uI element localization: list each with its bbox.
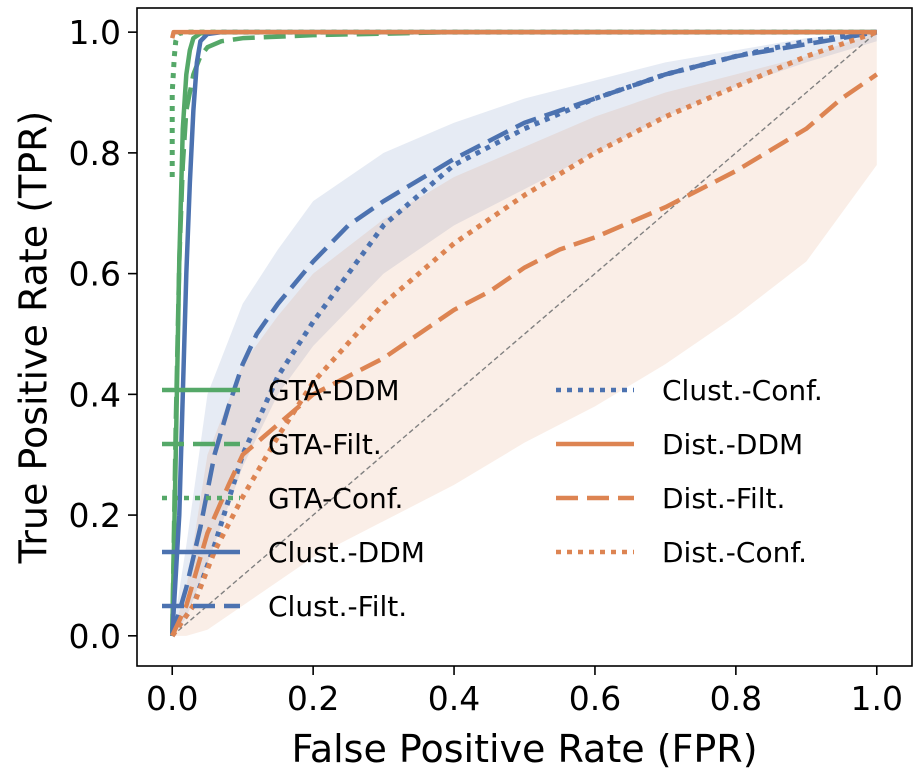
legend-label-clust-ddm: Clust.-DDM	[268, 536, 425, 569]
plot-area	[169, 29, 879, 638]
legend-label-clust-filt: Clust.-Filt.	[268, 590, 407, 623]
series-dist-filt	[170, 72, 879, 637]
band-clust-filt-band	[172, 32, 877, 636]
x-axis-ticks: 0.0 0.2 0.4 0.6 0.8 1.0	[146, 666, 903, 718]
legend-label-dist-ddm: Dist.-DDM	[662, 428, 803, 461]
x-tick-label: 0.0	[146, 679, 198, 718]
chance-diagonal	[171, 31, 878, 637]
x-tick-label: 0.6	[569, 679, 621, 718]
y-tick-label: 0.4	[69, 375, 121, 414]
series-gta-filt	[169, 29, 877, 636]
legend-label-clust-conf: Clust.-Conf.	[662, 374, 823, 407]
x-tick-label: 0.8	[710, 679, 762, 718]
y-tick-label: 0.8	[69, 134, 121, 173]
y-axis-ticks: 0.0 0.2 0.4 0.6 0.8 1.0	[69, 13, 137, 656]
y-tick-label: 0.2	[69, 496, 121, 535]
series-dist-conf	[170, 29, 878, 638]
series-clust-conf	[170, 29, 878, 638]
x-axis-label: False Positive Rate (FPR)	[291, 727, 757, 771]
y-tick-label: 0.6	[69, 255, 121, 294]
roc-curves	[169, 29, 879, 638]
confidence-bands	[172, 32, 877, 636]
x-tick-label: 0.4	[428, 679, 480, 718]
series-clust-filt	[170, 29, 878, 637]
legend: GTA-DDM GTA-Filt. GTA-Conf. Clust.-DDM Clust…	[162, 374, 823, 623]
series-dist-ddm	[170, 29, 877, 39]
x-tick-label: 1.0	[851, 679, 903, 718]
legend-label-dist-filt: Dist.-Filt.	[662, 482, 785, 515]
legend-label-gta-ddm: GTA-DDM	[268, 374, 400, 407]
legend-label-gta-conf: GTA-Conf.	[268, 482, 403, 515]
axes-frame	[136, 7, 913, 667]
y-axis-label: True Positive Rate (TPR)	[12, 111, 56, 565]
legend-label-dist-conf: Dist.-Conf.	[662, 536, 807, 569]
y-tick-label: 1.0	[69, 13, 121, 52]
legend-label-gta-filt: GTA-Filt.	[268, 428, 382, 461]
x-tick-label: 0.2	[287, 679, 339, 718]
band-dist-filt-band	[172, 32, 877, 636]
y-tick-label: 0.0	[69, 617, 121, 656]
